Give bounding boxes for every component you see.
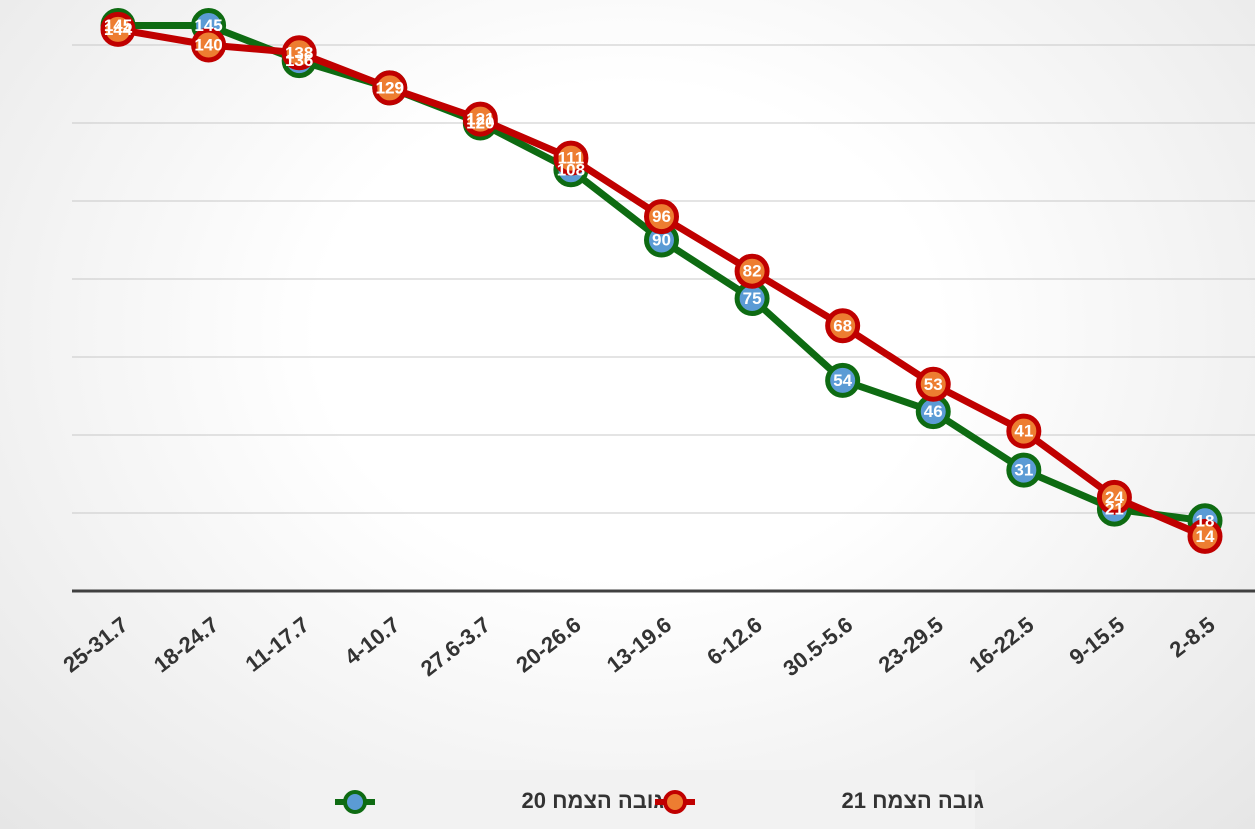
legend-label: גובה הצמח 20	[521, 788, 663, 813]
marker	[191, 27, 227, 63]
x-tick-label: 23-29.5	[874, 612, 948, 678]
data-label: 41	[1014, 422, 1033, 441]
marker	[825, 362, 861, 398]
data-label: 145	[194, 16, 222, 35]
x-tick-label: 30.5-5.6	[778, 612, 857, 681]
x-tick-label: 18-24.7	[149, 612, 223, 678]
data-label: 46	[924, 402, 943, 421]
data-label: 129	[376, 78, 404, 97]
legend-label: גובה הצמח 21	[841, 788, 983, 813]
legend-box	[290, 770, 975, 829]
series-line	[117, 25, 1207, 540]
x-tick-label: 25-31.7	[58, 612, 132, 678]
marker	[1006, 413, 1042, 449]
marker	[644, 199, 679, 235]
marker	[372, 70, 408, 106]
data-label: 14	[1196, 527, 1215, 546]
data-label: 68	[833, 316, 852, 335]
x-tick-label: 20-26.6	[511, 612, 585, 678]
x-tick-label: 6-12.6	[702, 612, 767, 670]
marker	[734, 253, 770, 289]
marker	[281, 35, 317, 71]
marker	[100, 11, 136, 47]
marker	[1096, 479, 1132, 515]
x-tick-label: 2-8.5	[1165, 612, 1220, 663]
marker	[915, 366, 951, 402]
marker	[462, 101, 498, 137]
legend-marker	[663, 790, 687, 814]
data-label: 53	[924, 375, 943, 394]
data-label: 18	[1196, 511, 1215, 530]
legend-marker	[343, 790, 367, 814]
marker	[1187, 518, 1223, 554]
x-tick-label: 4-10.7	[340, 612, 405, 670]
x-tick-label: 16-22.5	[964, 612, 1038, 678]
data-label: 111	[558, 149, 585, 168]
data-label: 120	[466, 113, 494, 132]
marker	[825, 308, 861, 344]
data-label: 82	[743, 262, 762, 281]
x-tick-label: 9-15.5	[1065, 612, 1130, 670]
data-label: 54	[833, 371, 852, 390]
data-label: 138	[285, 43, 313, 62]
marker	[1006, 452, 1042, 488]
data-label: 136	[285, 51, 313, 70]
data-label: 21	[1105, 500, 1124, 519]
data-label: 75	[743, 289, 762, 308]
data-label: 129	[376, 78, 404, 97]
data-label: 144	[104, 20, 133, 39]
data-label: 24	[1105, 488, 1124, 507]
data-label: 31	[1014, 461, 1033, 480]
data-label: 96	[652, 207, 671, 226]
data-label: 140	[194, 35, 222, 54]
data-label: 121	[466, 110, 494, 129]
x-tick-label: 13-19.6	[602, 612, 676, 678]
marker	[553, 140, 589, 176]
x-tick-label: 27.6-3.7	[416, 612, 495, 681]
data-label: 145	[104, 16, 132, 35]
data-label: 90	[652, 230, 671, 249]
data-label: 108	[557, 160, 585, 179]
x-tick-label: 11-17.7	[241, 612, 314, 677]
